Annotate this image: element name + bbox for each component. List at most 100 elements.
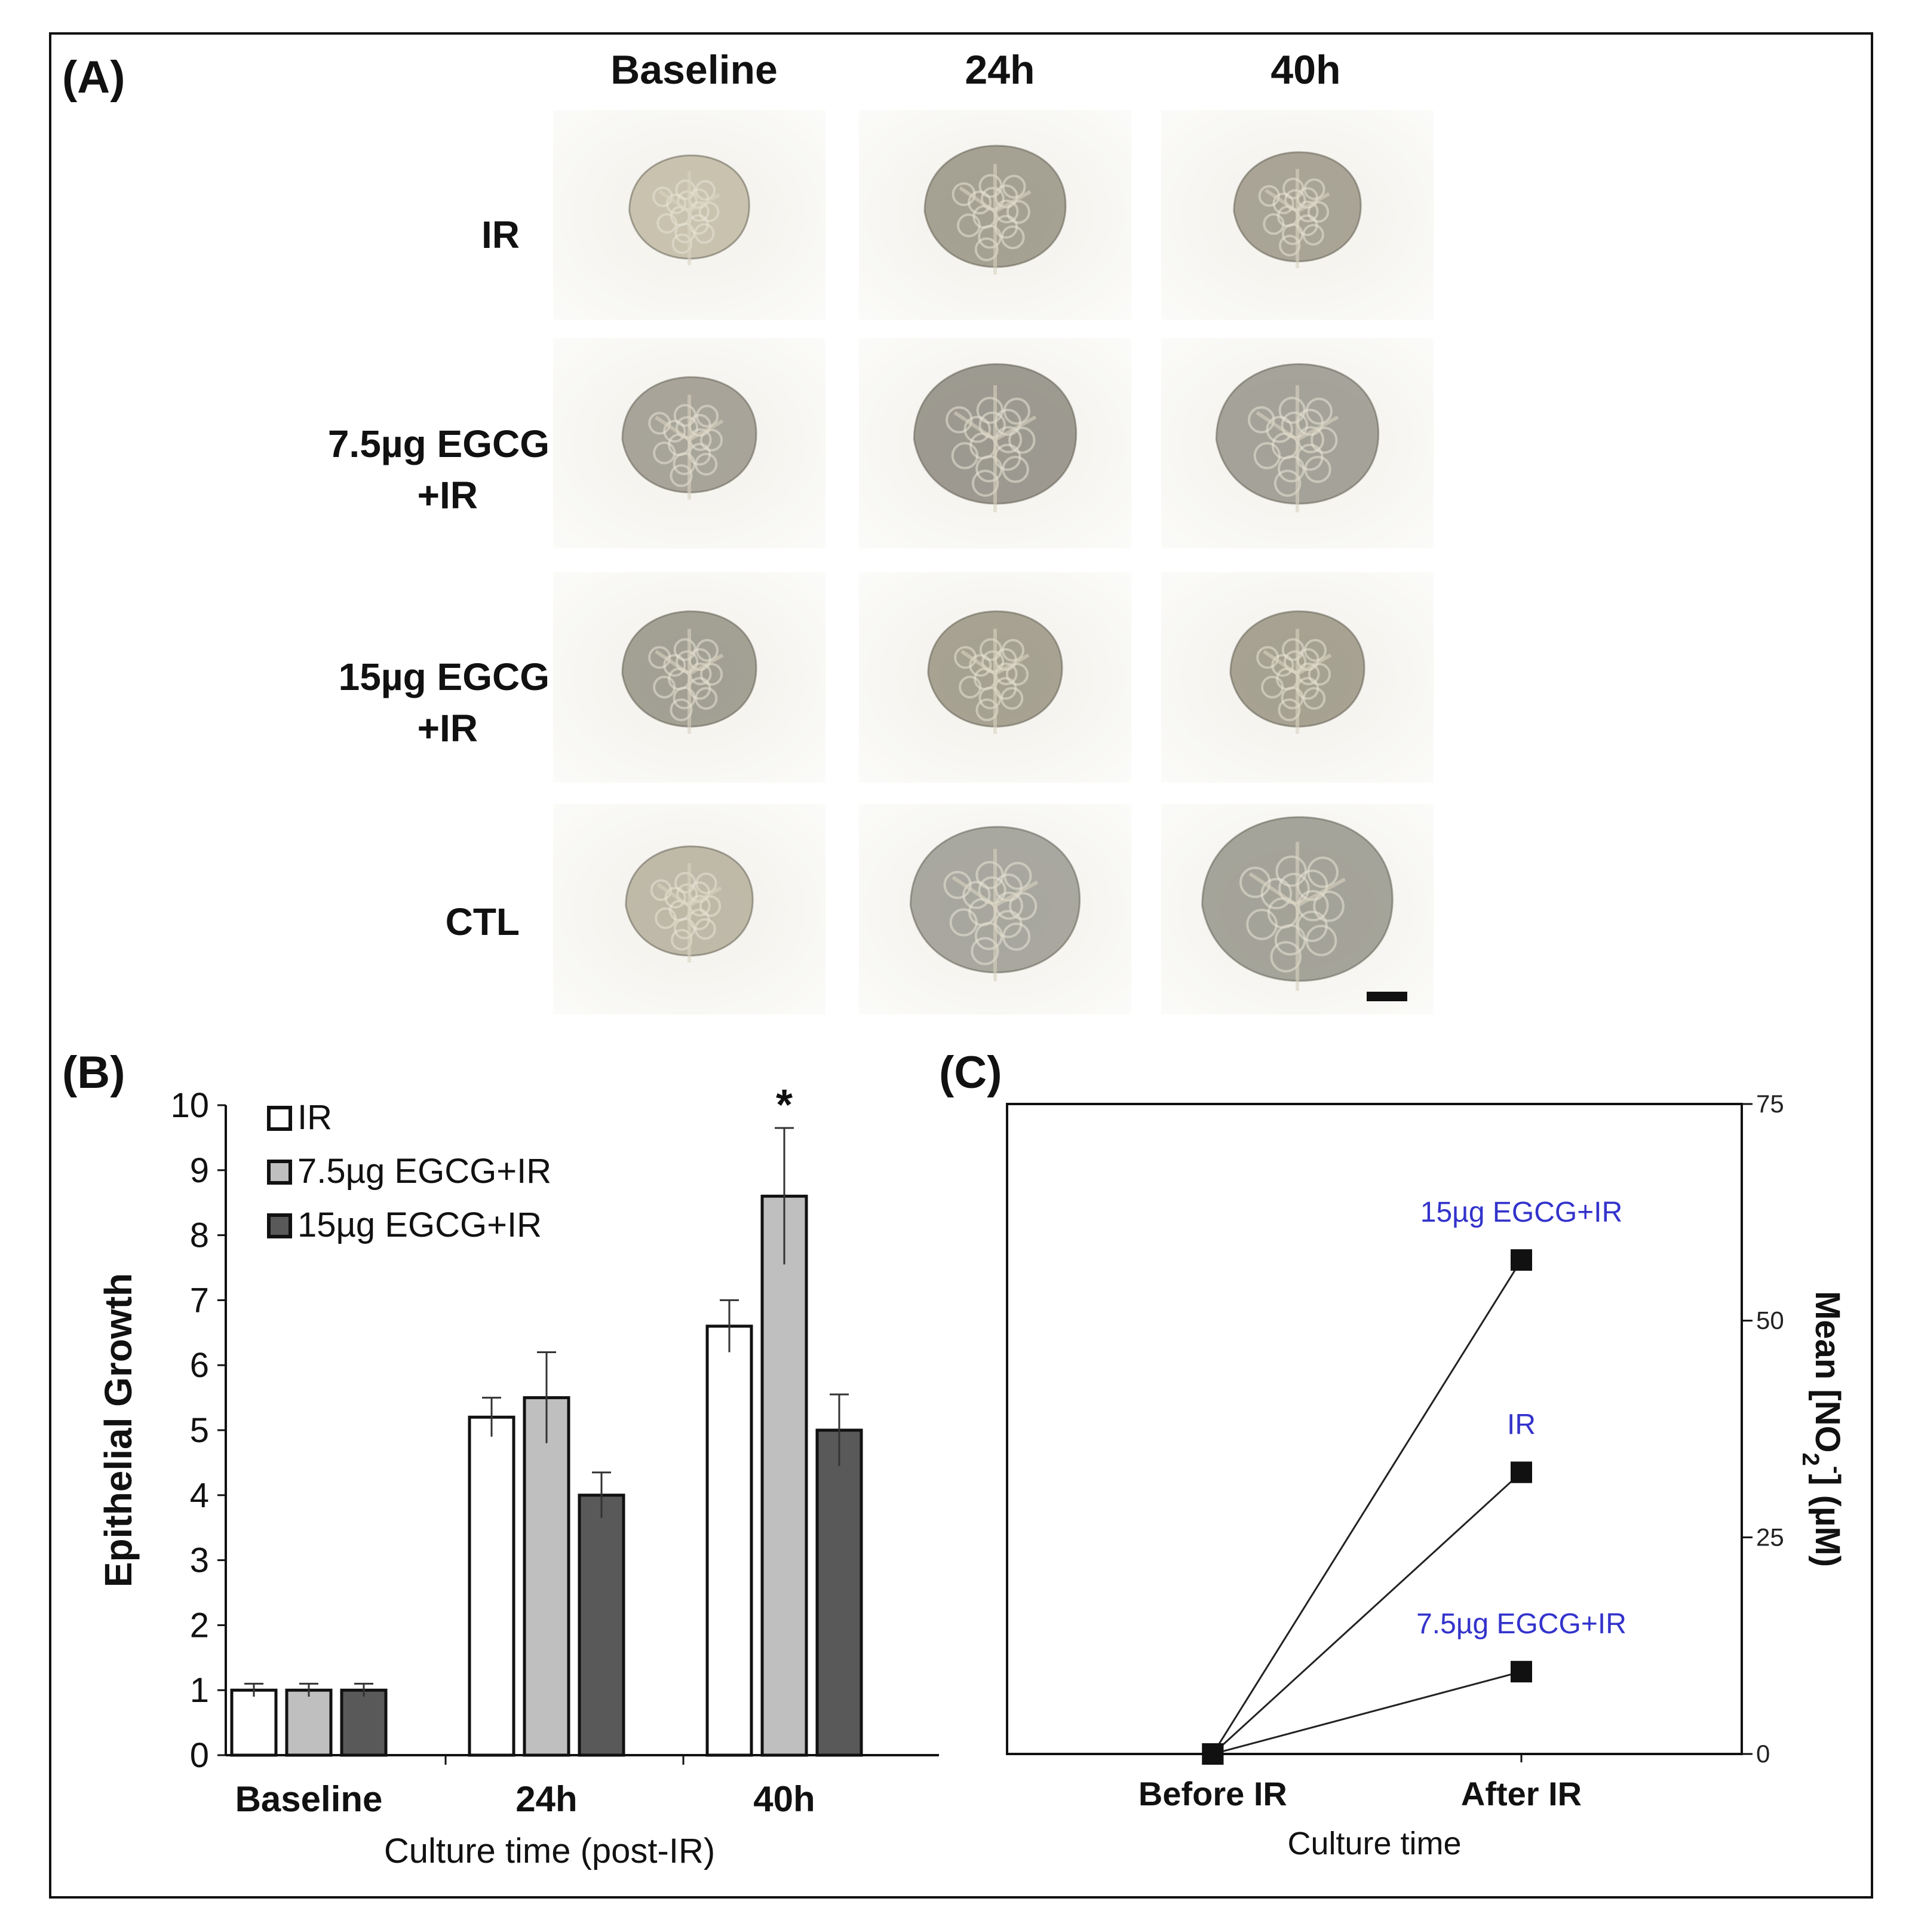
bud-outline — [962, 881, 991, 909]
panel-c-label: (C) — [939, 1047, 1002, 1098]
duct-branch — [658, 171, 720, 265]
bud-outline — [694, 918, 716, 940]
column-header-40h: 40h — [1270, 47, 1341, 93]
duct-branch — [952, 848, 1039, 982]
micrograph-image — [1161, 572, 1434, 783]
bud-outline — [1303, 686, 1326, 710]
row-label-line1: CTL — [445, 900, 520, 943]
row-label-15ug: 15µg EGCG +IR — [239, 651, 550, 754]
bud-outline — [1305, 925, 1337, 956]
bud-outline — [1272, 192, 1294, 214]
bud-outline — [1002, 455, 1029, 483]
legend-swatch — [267, 1213, 292, 1238]
data-point — [1202, 1743, 1224, 1765]
micrograph-image — [553, 572, 825, 783]
micrograph-image — [1161, 110, 1434, 320]
bud-outline — [695, 452, 718, 476]
bud-outline — [1246, 909, 1278, 940]
row-label-line2: +IR — [417, 707, 478, 750]
series-line — [1212, 1259, 1523, 1755]
bar — [468, 1415, 515, 1757]
duct-branch — [1265, 168, 1330, 269]
panel-b-label: (B) — [62, 1047, 125, 1098]
bud-outline — [675, 179, 696, 200]
legend-label: 7.5µg EGCG+IR — [297, 1152, 551, 1191]
bud-outline — [695, 686, 718, 710]
series-label: IR — [1507, 1409, 1536, 1441]
column-header-24h: 24h — [965, 47, 1035, 93]
bud-outline — [1307, 201, 1330, 223]
micrograph-image — [553, 338, 825, 548]
bud-outline — [1302, 223, 1324, 246]
y-tick-label: 6 — [190, 1346, 209, 1385]
bud-outline — [673, 404, 696, 427]
legend-label: 15µg EGCG+IR — [297, 1206, 542, 1244]
duct-branch — [953, 385, 1037, 513]
bud-outline — [978, 174, 1003, 198]
bud-outline — [1275, 855, 1308, 887]
bud-outline — [1239, 866, 1271, 898]
row-label-7-5ug: 7.5µg EGCG +IR — [239, 418, 550, 521]
bar — [340, 1688, 388, 1757]
bud-outline — [663, 654, 686, 677]
series-line — [1213, 1670, 1522, 1755]
bud-outline — [698, 201, 720, 222]
bud-outline — [1305, 397, 1333, 425]
row-label-line1: 7.5µg EGCG — [327, 422, 550, 465]
bud-outline — [1266, 416, 1293, 443]
bud-outline — [664, 887, 686, 909]
bar — [578, 1494, 625, 1757]
data-point — [1511, 1461, 1532, 1483]
bud-outline — [969, 654, 992, 677]
bud-outline — [1006, 200, 1030, 224]
series-label: 7.5µg EGCG+IR — [1416, 1608, 1626, 1640]
bud-outline — [1260, 878, 1293, 910]
duct-branch — [1248, 842, 1346, 991]
legend-swatch — [267, 1106, 292, 1131]
y-tick-label: 8 — [190, 1216, 209, 1255]
series-line — [1212, 1471, 1523, 1755]
bud-outline — [1308, 663, 1331, 686]
y-tick-label: 7 — [190, 1281, 209, 1320]
bud-outline — [974, 237, 999, 262]
bud-outline — [671, 233, 693, 254]
duct-branch — [655, 628, 724, 734]
y-tick-label: 0 — [190, 1736, 209, 1775]
micrograph-image — [859, 804, 1131, 1014]
x-tick-label: Before IR — [1138, 1775, 1287, 1813]
bud-outline — [695, 639, 719, 662]
bud-outline — [1303, 639, 1327, 662]
y-axis-title: Mean [NO2-] (µM) — [1797, 1291, 1850, 1567]
data-point — [1511, 1249, 1532, 1271]
duct-branch — [656, 863, 722, 963]
bud-outline — [695, 180, 716, 201]
bar — [523, 1396, 570, 1757]
row-label-ir: IR — [209, 209, 520, 260]
line-chart: 0 25 50 75 Before IR After IR 15µg EGCG+IR IR 7.… — [1006, 1090, 1850, 1862]
bud-outline — [1278, 234, 1301, 257]
y-tick-label: 25 — [1756, 1523, 1784, 1551]
bar — [815, 1428, 863, 1757]
x-tick-label: 40h — [753, 1779, 815, 1819]
duct-branch — [1263, 628, 1332, 734]
bud-outline — [979, 638, 1002, 661]
bud-outline — [1002, 922, 1031, 951]
bud-outline — [1282, 177, 1305, 200]
bar — [705, 1324, 753, 1757]
bud-outline — [1003, 861, 1032, 890]
bud-outline — [1278, 698, 1301, 722]
bar — [285, 1688, 333, 1757]
bud-outline — [1313, 890, 1345, 922]
y-tick-label: 5 — [190, 1411, 209, 1450]
y-axis-title: Epithelial Growth — [97, 1273, 140, 1587]
bud-outline — [975, 698, 999, 722]
duct-branch — [960, 628, 1030, 734]
bud-outline — [1271, 654, 1294, 677]
bud-outline — [976, 397, 1003, 424]
bud-outline — [693, 223, 715, 244]
bud-outline — [1000, 686, 1024, 710]
y-tick-label: 1 — [190, 1671, 209, 1710]
duct-branch — [1256, 385, 1339, 513]
bud-outline — [699, 895, 722, 917]
series-label: 15µg EGCG+IR — [1420, 1197, 1622, 1228]
